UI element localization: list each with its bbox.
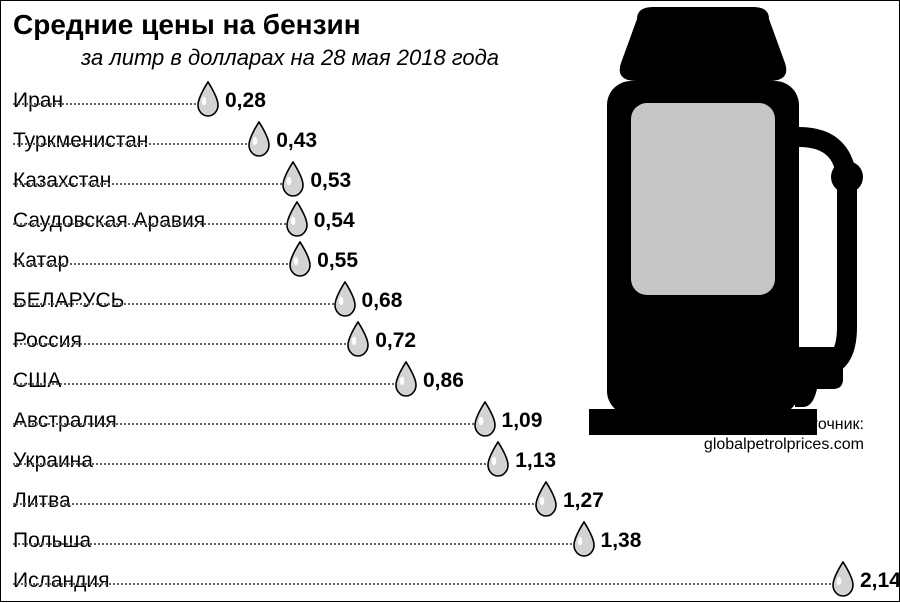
- leader-dots: [13, 583, 839, 585]
- price-row: Саудовская Аравия 0,54: [13, 203, 873, 243]
- drop-icon: [571, 521, 597, 562]
- country-label: Исландия: [13, 569, 109, 593]
- leader-dots: [13, 503, 542, 505]
- drop-icon: [830, 561, 856, 602]
- country-label: Катар: [13, 249, 69, 273]
- drop-icon: [280, 161, 306, 202]
- price-value: 0,55: [317, 249, 358, 273]
- country-label: Саудовская Аравия: [13, 209, 205, 233]
- price-value: 1,13: [515, 449, 556, 473]
- chart-subtitle: за литр в долларах на 28 мая 2018 года: [81, 45, 499, 71]
- country-label: Иран: [13, 89, 63, 113]
- chart-title: Средние цены на бензин: [13, 9, 361, 41]
- price-row: БЕЛАРУСЬ 0,68: [13, 283, 873, 323]
- leader-dots: [13, 343, 354, 345]
- drop-icon: [393, 361, 419, 402]
- country-label: Казахстан: [13, 169, 111, 193]
- price-row: Польша 1,38: [13, 523, 873, 563]
- price-value: 0,54: [314, 209, 355, 233]
- price-value: 0,53: [310, 169, 351, 193]
- drop-icon: [332, 281, 358, 322]
- drop-icon: [246, 121, 272, 162]
- country-label: США: [13, 369, 61, 393]
- price-row: Россия 0,72: [13, 323, 873, 363]
- country-label: Австралия: [13, 409, 117, 433]
- drop-icon: [485, 441, 511, 482]
- price-value: 0,86: [423, 369, 464, 393]
- country-label: Украина: [13, 449, 93, 473]
- price-value: 1,38: [601, 529, 642, 553]
- drop-icon: [345, 321, 371, 362]
- price-value: 0,43: [276, 129, 317, 153]
- price-value: 0,68: [362, 289, 403, 313]
- price-row: Литва 1,27: [13, 483, 873, 523]
- leader-dots: [13, 303, 341, 305]
- country-label: БЕЛАРУСЬ: [13, 289, 124, 313]
- drop-icon: [284, 201, 310, 242]
- leader-dots: [13, 463, 494, 465]
- price-row: Туркменистан 0,43: [13, 123, 873, 163]
- price-row: США 0,86: [13, 363, 873, 403]
- price-row: Катар 0,55: [13, 243, 873, 283]
- leader-dots: [13, 423, 481, 425]
- price-row: Австралия 1,09: [13, 403, 873, 443]
- drop-icon: [195, 81, 221, 122]
- country-label: Россия: [13, 329, 82, 353]
- price-value: 1,27: [563, 489, 604, 513]
- leader-dots: [13, 223, 293, 225]
- country-label: Туркменистан: [13, 129, 148, 153]
- price-value: 0,28: [225, 89, 266, 113]
- price-rows: Иран 0,28Туркменистан 0,43Казахстан 0,53…: [13, 83, 873, 603]
- leader-dots: [13, 263, 296, 265]
- price-value: 0,72: [375, 329, 416, 353]
- country-label: Литва: [13, 489, 71, 513]
- price-row: Исландия 2,14: [13, 563, 873, 603]
- leader-dots: [13, 103, 204, 105]
- country-label: Польша: [13, 529, 91, 553]
- drop-icon: [472, 401, 498, 442]
- price-row: Казахстан 0,53: [13, 163, 873, 203]
- price-value: 1,09: [502, 409, 543, 433]
- leader-dots: [13, 543, 580, 545]
- leader-dots: [13, 143, 255, 145]
- leader-dots: [13, 383, 402, 385]
- drop-icon: [287, 241, 313, 282]
- price-value: 2,14: [860, 569, 900, 593]
- leader-dots: [13, 183, 289, 185]
- drop-icon: [533, 481, 559, 522]
- price-row: Украина 1,13: [13, 443, 873, 483]
- price-row: Иран 0,28: [13, 83, 873, 123]
